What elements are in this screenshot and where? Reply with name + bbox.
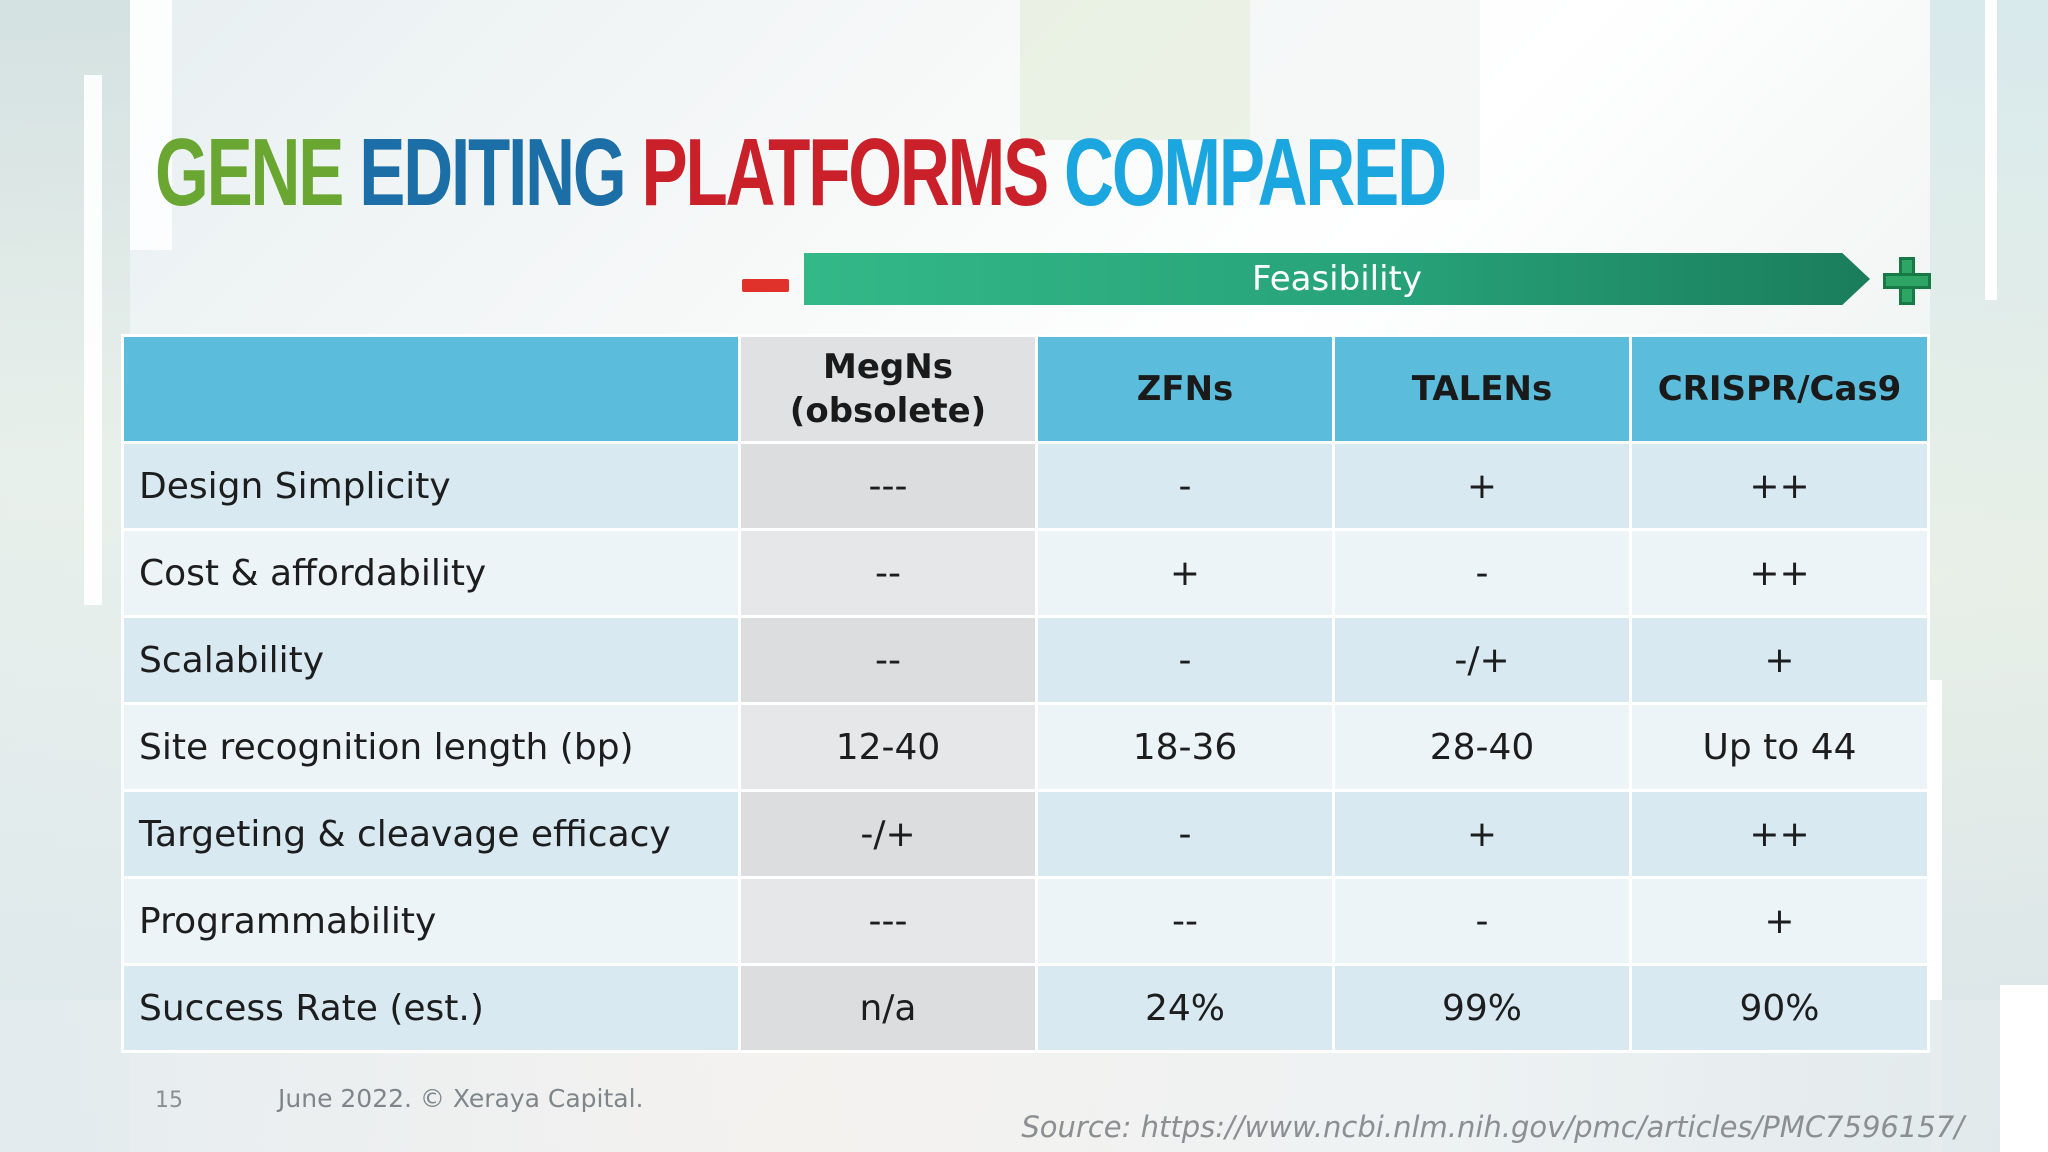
source-citation: Source: https://www.ncbi.nlm.nih.gov/pmc… (1021, 1110, 1964, 1144)
table-header-row: MegNs (obsolete) ZFNs TALENs CRISPR/Cas9 (121, 334, 1930, 444)
header-crispr: CRISPR/Cas9 (1629, 334, 1930, 444)
cell-megns: -- (738, 615, 1038, 705)
title-word-editing: EDITING (359, 119, 626, 226)
table-row: Targeting & cleavage efficacy -/+ - + ++ (121, 789, 1930, 879)
background-panel-left (0, 0, 130, 1152)
background-stripe (130, 0, 172, 250)
cell-talens: 99% (1332, 963, 1632, 1053)
table-row: Cost & affordability -- + - ++ (121, 528, 1930, 618)
table-row: Scalability -- - -/+ + (121, 615, 1930, 705)
background-panel (1020, 0, 1250, 140)
cell-talens: + (1332, 789, 1632, 879)
cell-zfns: - (1035, 615, 1335, 705)
feasibility-arrow: Feasibility (804, 253, 1870, 305)
cell-zfns: + (1035, 528, 1335, 618)
page-number: 15 (155, 1088, 183, 1113)
cell-megns: 12-40 (738, 702, 1038, 792)
cell-megns: --- (738, 876, 1038, 966)
table-row: Programmability --- -- - + (121, 876, 1930, 966)
table-row: Site recognition length (bp) 12-40 18-36… (121, 702, 1930, 792)
cell-talens: - (1332, 528, 1632, 618)
table-row: Design Simplicity --- - + ++ (121, 441, 1930, 531)
plus-icon (1883, 257, 1931, 305)
cell-zfns: 18-36 (1035, 702, 1335, 792)
cell-crispr: ++ (1629, 528, 1930, 618)
row-label: Targeting & cleavage efficacy (121, 789, 741, 879)
feasibility-label: Feasibility (1252, 259, 1422, 299)
cell-crispr: + (1629, 876, 1930, 966)
background-stripe (84, 75, 102, 605)
cell-talens: -/+ (1332, 615, 1632, 705)
row-label: Cost & affordability (121, 528, 741, 618)
title-word-platforms: PLATFORMS (641, 119, 1050, 226)
cell-talens: 28-40 (1332, 702, 1632, 792)
cell-megns: --- (738, 441, 1038, 531)
header-blank (121, 334, 741, 444)
cell-megns: n/a (738, 963, 1038, 1053)
cell-zfns: - (1035, 441, 1335, 531)
table-row: Success Rate (est.) n/a 24% 99% 90% (121, 963, 1930, 1053)
background-stripe (2000, 985, 2048, 1152)
copyright-note: June 2022. © Xeraya Capital. (278, 1084, 644, 1113)
row-label: Site recognition length (bp) (121, 702, 741, 792)
row-label: Success Rate (est.) (121, 963, 741, 1053)
cell-crispr: + (1629, 615, 1930, 705)
title-word-gene: GENE (155, 119, 344, 226)
header-talens: TALENs (1332, 334, 1632, 444)
row-label: Scalability (121, 615, 741, 705)
cell-megns: -/+ (738, 789, 1038, 879)
cell-talens: - (1332, 876, 1632, 966)
header-megns: MegNs (obsolete) (738, 334, 1038, 444)
cell-crispr: 90% (1629, 963, 1930, 1053)
comparison-table: MegNs (obsolete) ZFNs TALENs CRISPR/Cas9… (121, 334, 1930, 1053)
cell-zfns: 24% (1035, 963, 1335, 1053)
background-stripe (1985, 0, 1997, 300)
header-megns-name: MegNs (823, 347, 953, 387)
title-word-compared: COMPARED (1064, 119, 1447, 226)
slide-title: GENE EDITING PLATFORMS COMPARED (155, 118, 1447, 228)
background-panel (1250, 0, 1480, 200)
cell-crispr: Up to 44 (1629, 702, 1930, 792)
header-zfns: ZFNs (1035, 334, 1335, 444)
cell-crispr: ++ (1629, 789, 1930, 879)
cell-megns: -- (738, 528, 1038, 618)
cell-zfns: -- (1035, 876, 1335, 966)
cell-talens: + (1332, 441, 1632, 531)
row-label: Design Simplicity (121, 441, 741, 531)
minus-icon (742, 279, 789, 292)
header-megns-note: (obsolete) (789, 391, 987, 431)
cell-zfns: - (1035, 789, 1335, 879)
cell-crispr: ++ (1629, 441, 1930, 531)
row-label: Programmability (121, 876, 741, 966)
